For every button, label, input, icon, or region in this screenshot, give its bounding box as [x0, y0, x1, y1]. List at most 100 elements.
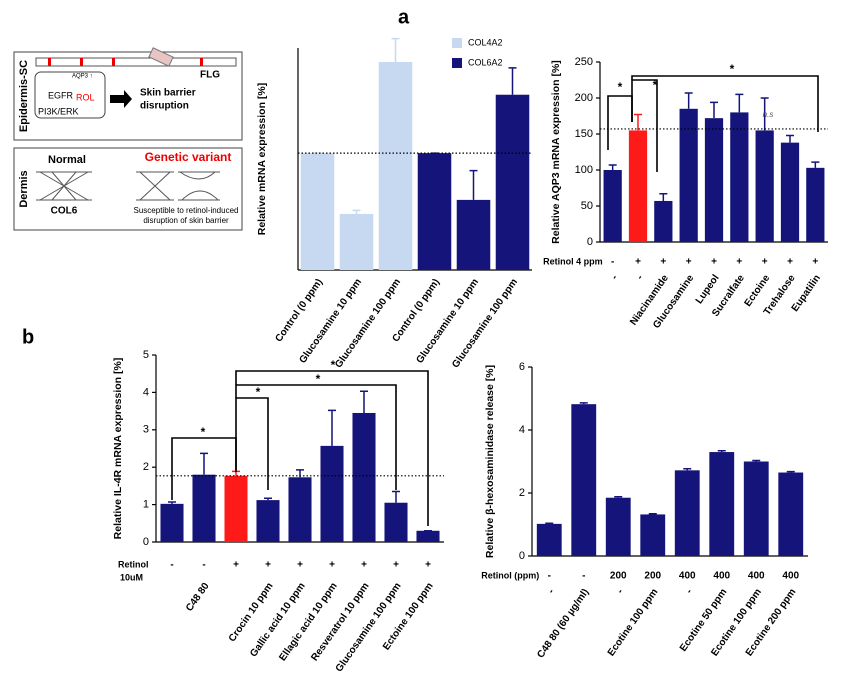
- bar: [679, 108, 698, 242]
- annotation: *: [331, 358, 336, 372]
- panel-label: a: [398, 6, 410, 28]
- treatment-label: -: [202, 560, 205, 571]
- y-tick-label: 50: [581, 200, 593, 212]
- treatment-label: 400: [782, 571, 799, 582]
- treatment-label: +: [361, 560, 367, 571]
- y-axis-label: Relative β-hexosaminidase release [%]: [484, 365, 496, 558]
- treatment-label: -: [611, 257, 614, 268]
- bar: [730, 112, 749, 243]
- error-bar: [579, 402, 588, 405]
- junction: [112, 58, 115, 66]
- treatment-label: 200: [610, 571, 627, 582]
- bar: [288, 477, 312, 542]
- error-bar: [328, 409, 336, 446]
- error-bar: [735, 93, 744, 113]
- bar: [224, 475, 248, 542]
- legend-swatch: [452, 58, 462, 68]
- treatment-label: +: [393, 560, 399, 571]
- treatment-label: +: [762, 257, 768, 268]
- error-bar: [264, 497, 272, 501]
- bar: [640, 514, 666, 556]
- legend-label: COL4A2: [468, 37, 503, 47]
- error-bar: [648, 513, 657, 515]
- error-bar: [614, 496, 623, 498]
- significance-bracket: [235, 384, 397, 490]
- treatment-label: +: [425, 560, 431, 571]
- y-axis-label: Relative IL-4R mRNA expression [%]: [112, 358, 124, 540]
- y-tick-label: 2: [519, 487, 525, 499]
- treatment-label: -: [170, 560, 173, 571]
- x-tick-label: C48 80 (60 µg/ml): [535, 587, 591, 660]
- bar: [495, 94, 530, 270]
- bar: [778, 472, 804, 556]
- error-bar: [168, 501, 176, 504]
- x-tick-label: -: [684, 587, 695, 596]
- significance-bracket: [235, 397, 269, 490]
- significance-bracket: [607, 95, 633, 150]
- bar: [603, 170, 622, 242]
- treatment-label: +: [233, 560, 239, 571]
- error-bar: [200, 452, 208, 475]
- pathway-label: PI3K/ERK: [38, 106, 79, 116]
- normal-label: Normal: [48, 154, 86, 166]
- treatment-label: +: [686, 257, 692, 268]
- error-bar: [508, 67, 517, 95]
- treatment-label: +: [736, 257, 742, 268]
- annotation: *: [256, 385, 261, 399]
- treatment-label: +: [787, 257, 793, 268]
- treatment-label: +: [265, 560, 271, 571]
- x-tick-label: -: [615, 587, 626, 596]
- treatment-name: Retinol: [118, 559, 149, 569]
- error-bar: [659, 193, 668, 201]
- annotation: n.s: [763, 110, 774, 119]
- bar: [256, 500, 280, 542]
- error-bar: [811, 161, 820, 168]
- annotation: *: [201, 425, 206, 439]
- y-tick-label: 4: [519, 424, 525, 436]
- error-bar: [352, 209, 361, 214]
- significance-bracket: [235, 370, 429, 526]
- treatment-label: -: [548, 571, 551, 582]
- outcome-label: disruption: [140, 101, 189, 112]
- col6-label: COL6: [51, 206, 78, 217]
- annotation: *: [653, 78, 658, 92]
- error-bar: [634, 113, 642, 131]
- error-bar: [360, 390, 368, 413]
- junction: [200, 58, 203, 66]
- junction: [80, 58, 83, 66]
- bar: [160, 503, 184, 542]
- x-tick-label: -: [546, 587, 557, 596]
- error-bar: [391, 37, 400, 63]
- error-bar: [786, 134, 794, 143]
- bar: [806, 167, 825, 242]
- arrow: [110, 90, 132, 108]
- x-tick-label: Glucosamine 100 ppm: [450, 277, 520, 370]
- flake: [148, 47, 174, 67]
- bar: [417, 153, 452, 270]
- error-bar: [469, 169, 478, 200]
- treatment-name: Retinol 4 ppm: [543, 256, 603, 266]
- x-tick-label: -: [635, 273, 646, 282]
- bar: [320, 445, 344, 542]
- treatment-label: 400: [748, 571, 765, 582]
- aqp3-label: AQP3 ↑: [72, 74, 93, 80]
- epidermis-label: Epidermis-SC: [18, 60, 30, 132]
- flg-label: FLG: [200, 70, 220, 81]
- y-tick-label: 100: [575, 164, 593, 176]
- bar: [339, 213, 374, 270]
- cell: [34, 71, 106, 119]
- bar: [571, 404, 597, 556]
- bar: [456, 199, 491, 270]
- treatment-label: 400: [679, 571, 696, 582]
- annotation: *: [316, 372, 321, 386]
- bar: [192, 474, 216, 542]
- bar: [605, 497, 631, 556]
- error-bar: [683, 467, 692, 471]
- x-tick-label: C48 80: [184, 581, 212, 614]
- bar: [780, 142, 800, 242]
- bar: [628, 130, 648, 242]
- treatment-label: +: [812, 257, 818, 268]
- treatment-name: Retinol (ppm): [481, 570, 539, 580]
- treatment-label: +: [635, 257, 641, 268]
